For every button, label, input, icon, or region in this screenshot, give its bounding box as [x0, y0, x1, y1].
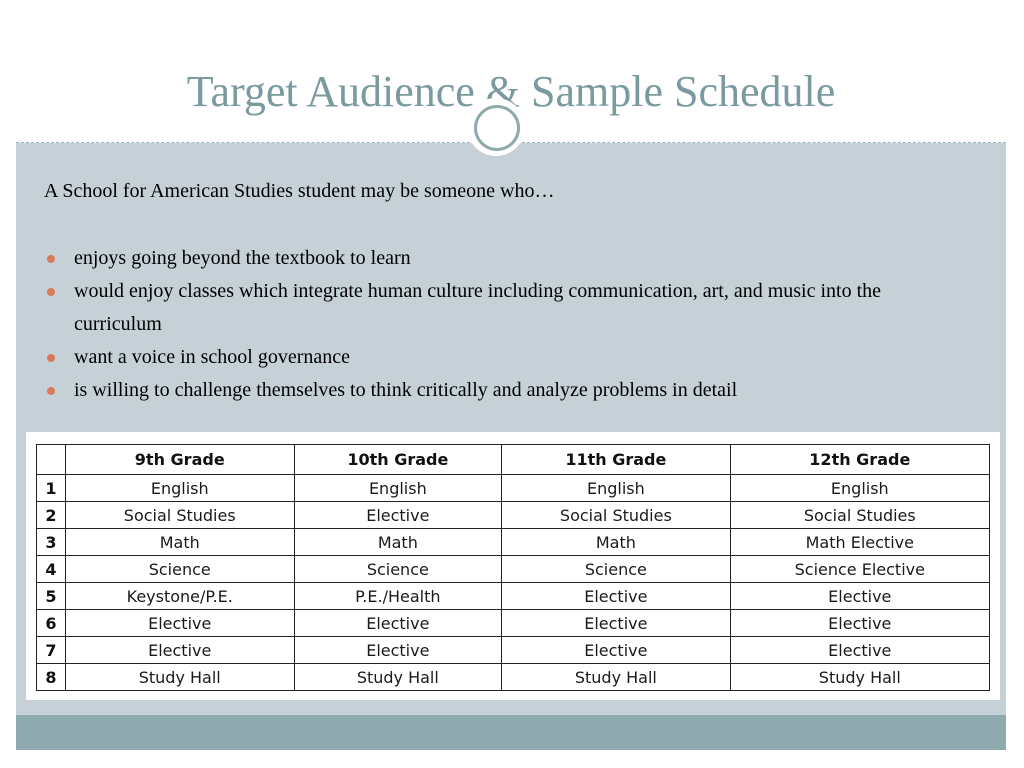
table-cell: Elective	[293, 609, 503, 637]
period-number: 5	[36, 582, 66, 610]
table-cell: English	[501, 474, 731, 502]
bullet-list: enjoys going beyond the textbook to lear…	[44, 242, 944, 407]
table-cell: Elective	[64, 636, 295, 664]
bullet-dot-icon	[47, 387, 55, 395]
table-row: 6 Elective Elective Elective Elective	[36, 609, 991, 637]
table-cell: Keystone/P.E.	[64, 582, 295, 610]
footer-bar	[16, 715, 1006, 750]
table-cell: Elective	[501, 609, 731, 637]
header-cell-10th-grade: 10th Grade	[293, 444, 503, 475]
period-number: 6	[36, 609, 66, 637]
table-cell: English	[293, 474, 503, 502]
bullet-text: enjoys going beyond the textbook to lear…	[74, 247, 411, 269]
table-cell: P.E./Health	[293, 582, 503, 610]
table-cell: Elective	[501, 636, 731, 664]
table-cell: Math	[64, 528, 295, 556]
table-row: 8 Study Hall Study Hall Study Hall Study…	[36, 663, 991, 691]
ring-ornament-inner	[474, 105, 520, 151]
table-cell: Elective	[293, 501, 503, 529]
bullet-dot-icon	[47, 255, 55, 263]
schedule-table: 9th Grade 10th Grade 11th Grade 12th Gra…	[36, 444, 991, 691]
schedule-table-container: 9th Grade 10th Grade 11th Grade 12th Gra…	[26, 432, 1000, 700]
table-cell: Science	[293, 555, 503, 583]
table-cell: Study Hall	[729, 663, 991, 691]
period-number: 1	[36, 474, 66, 502]
table-cell: Study Hall	[293, 663, 503, 691]
table-cell: Social Studies	[501, 501, 731, 529]
table-row: 2 Social Studies Elective Social Studies…	[36, 501, 991, 529]
period-number: 4	[36, 555, 66, 583]
table-cell: Math Elective	[729, 528, 991, 556]
table-cell: Math	[501, 528, 731, 556]
table-cell: Study Hall	[64, 663, 295, 691]
table-cell: Elective	[729, 636, 991, 664]
table-cell: English	[729, 474, 991, 502]
table-row: 7 Elective Elective Elective Elective	[36, 636, 991, 664]
header-cell-11th-grade: 11th Grade	[501, 444, 731, 475]
table-cell: English	[64, 474, 295, 502]
bullet-text: would enjoy classes which integrate huma…	[74, 280, 882, 335]
table-cell: Elective	[293, 636, 503, 664]
bullet-item: enjoys going beyond the textbook to lear…	[44, 242, 944, 275]
table-cell: Elective	[729, 609, 991, 637]
table-row: 1 English English English English	[36, 474, 991, 502]
table-cell: Study Hall	[501, 663, 731, 691]
table-cell: Science	[64, 555, 295, 583]
table-row: 3 Math Math Math Math Elective	[36, 528, 991, 556]
header-cell-blank	[36, 444, 66, 475]
table-cell: Math	[293, 528, 503, 556]
bullet-dot-icon	[47, 288, 55, 296]
table-cell: Science	[501, 555, 731, 583]
period-number: 2	[36, 501, 66, 529]
bullet-text: want a voice in school governance	[74, 346, 351, 368]
table-row: 5 Keystone/P.E. P.E./Health Elective Ele…	[36, 582, 991, 610]
table-cell: Social Studies	[729, 501, 991, 529]
table-header-row: 9th Grade 10th Grade 11th Grade 12th Gra…	[36, 444, 991, 475]
intro-text: A School for American Studies student ma…	[44, 180, 555, 202]
bullet-item: would enjoy classes which integrate huma…	[44, 275, 944, 341]
period-number: 7	[36, 636, 66, 664]
bullet-item: is willing to challenge themselves to th…	[44, 374, 944, 407]
table-cell: Elective	[729, 582, 991, 610]
table-cell: Elective	[501, 582, 731, 610]
table-cell: Social Studies	[64, 501, 295, 529]
table-cell: Science Elective	[729, 555, 991, 583]
bullet-dot-icon	[47, 354, 55, 362]
bullet-item: want a voice in school governance	[44, 341, 944, 374]
table-row: 4 Science Science Science Science Electi…	[36, 555, 991, 583]
period-number: 3	[36, 528, 66, 556]
table-cell: Elective	[64, 609, 295, 637]
period-number: 8	[36, 663, 66, 691]
header-cell-9th-grade: 9th Grade	[64, 444, 295, 475]
header-cell-12th-grade: 12th Grade	[729, 444, 991, 475]
bullet-text: is willing to challenge themselves to th…	[74, 379, 738, 401]
